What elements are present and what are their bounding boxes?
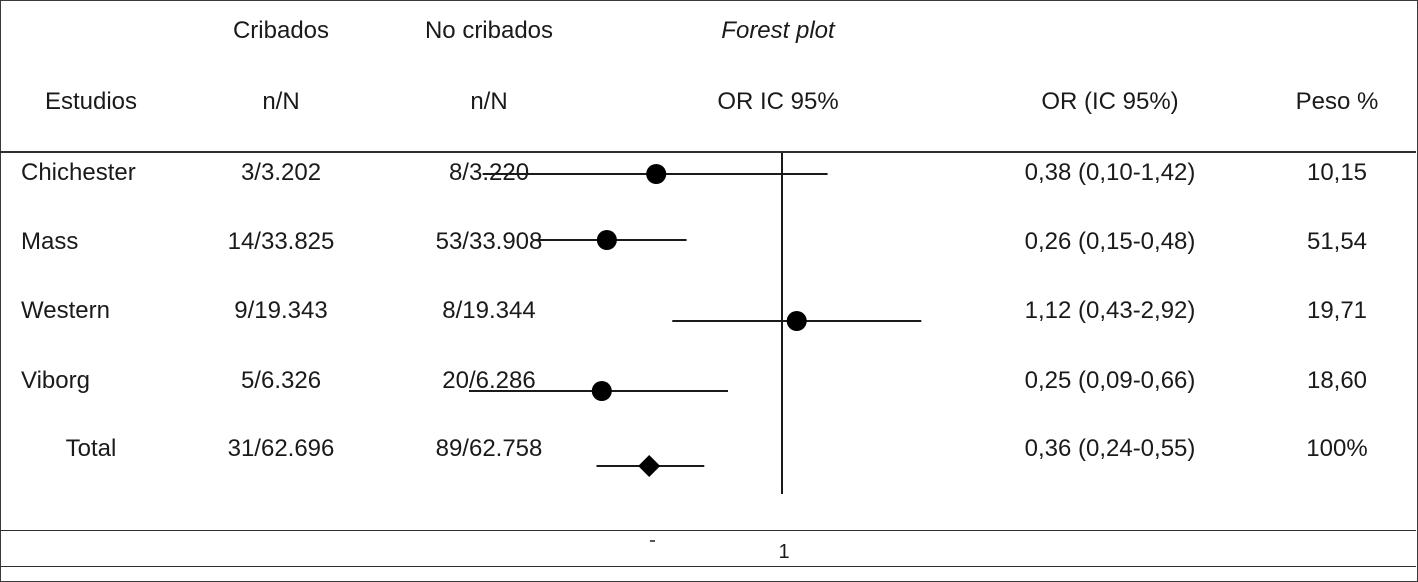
or-ci-value: 0,26 (0,15-0,48) bbox=[1024, 228, 1196, 255]
header-studies: Estudios bbox=[44, 88, 138, 115]
study-name: Mass bbox=[21, 228, 79, 255]
or-ci-value: 0,25 (0,09-0,66) bbox=[1024, 367, 1196, 394]
weight-value: 10,15 bbox=[1306, 159, 1368, 186]
page-number: 1 bbox=[778, 541, 790, 563]
unscreened-count: 53/33.908 bbox=[435, 228, 543, 255]
weight-value: 19,71 bbox=[1306, 297, 1368, 324]
study-name: Western bbox=[21, 297, 110, 324]
unscreened-count: 89/62.758 bbox=[435, 435, 543, 462]
or-ci-value: 0,38 (0,10-1,42) bbox=[1024, 159, 1196, 186]
screened-count: 14/33.825 bbox=[227, 228, 335, 255]
header-weight: Peso % bbox=[1295, 88, 1379, 115]
header-rule bbox=[0, 151, 1416, 153]
weight-value: 51,54 bbox=[1306, 228, 1368, 255]
header-or-ci-text: OR (IC 95%) bbox=[1041, 88, 1179, 115]
unscreened-count: 8/19.344 bbox=[442, 297, 536, 324]
header-screened-nn: n/N bbox=[262, 88, 300, 115]
unscreened-count: 8/3.220 bbox=[448, 159, 530, 186]
header-screened-group: Cribados bbox=[232, 17, 330, 44]
or-ci-value: 0,36 (0,24-0,55) bbox=[1024, 435, 1196, 462]
footer-rule bbox=[0, 566, 1416, 567]
or-ci-value: 1,12 (0,43-2,92) bbox=[1024, 297, 1196, 324]
weight-value: 100% bbox=[1306, 435, 1368, 462]
point-estimate bbox=[646, 164, 667, 184]
header-unscreened-nn: n/N bbox=[470, 88, 508, 115]
study-name: Total bbox=[65, 435, 117, 462]
pooled-estimate-diamond bbox=[638, 455, 661, 477]
screened-count: 3/3.202 bbox=[240, 159, 322, 186]
header-or-ci: OR IC 95% bbox=[717, 88, 839, 115]
screened-count: 9/19.343 bbox=[234, 297, 328, 324]
footer-dash bbox=[650, 540, 655, 542]
screened-count: 31/62.696 bbox=[227, 435, 335, 462]
point-estimate bbox=[591, 381, 612, 401]
header-unscreened-group: No cribados bbox=[424, 17, 554, 44]
table-bottom-rule bbox=[0, 530, 1416, 531]
point-estimate bbox=[596, 230, 617, 250]
point-estimate bbox=[786, 311, 807, 331]
screened-count: 5/6.326 bbox=[240, 367, 322, 394]
weight-value: 18,60 bbox=[1306, 367, 1368, 394]
unscreened-count: 20/6.286 bbox=[442, 367, 536, 394]
study-name: Viborg bbox=[21, 367, 90, 394]
header-forest-plot: Forest plot bbox=[721, 17, 835, 44]
study-name: Chichester bbox=[21, 159, 136, 186]
